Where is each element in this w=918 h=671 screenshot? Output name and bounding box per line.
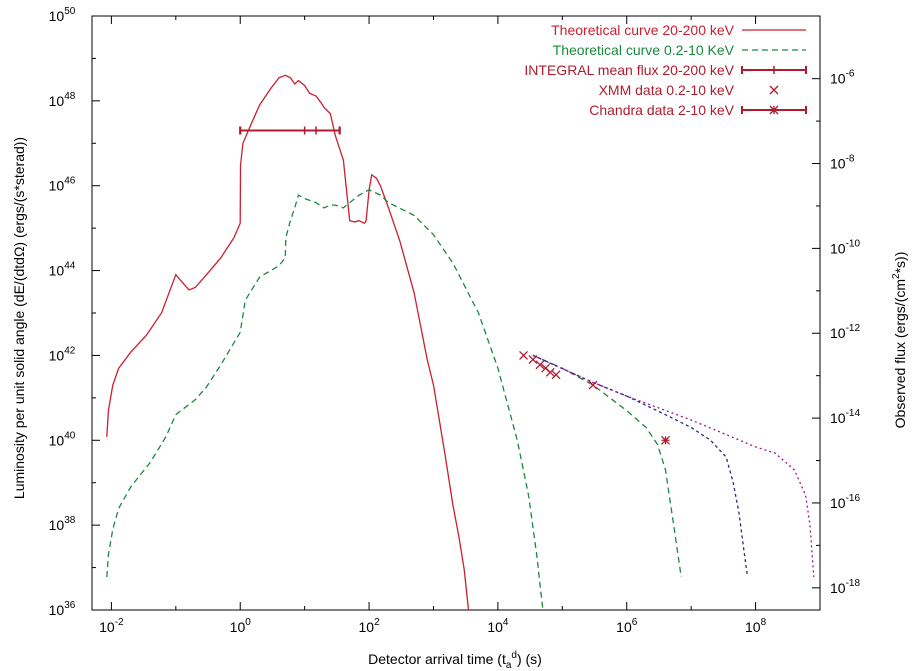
y-left-tick-label: 1048 <box>49 91 76 109</box>
y-right-tick-label: 10-18 <box>830 578 860 596</box>
y-right-tick-label: 10-6 <box>830 69 855 87</box>
data-point <box>588 380 598 390</box>
series-0 <box>106 74 470 610</box>
data-point <box>551 370 561 380</box>
data-point <box>535 360 545 370</box>
series-line <box>532 354 815 578</box>
y-right-tick-label: 10-12 <box>830 323 860 341</box>
y-left-tick-label: 1040 <box>49 430 76 448</box>
y-axis-right-label: Observed flux (ergs/(cm2*s)) <box>891 252 908 429</box>
legend-label: Theoretical curve 0.2-10 KeV <box>553 42 735 58</box>
series-2 <box>532 354 682 578</box>
series-6 <box>519 350 598 390</box>
series-3 <box>532 354 749 578</box>
y-left-tick-label: 1044 <box>49 261 76 279</box>
series-7 <box>661 435 670 445</box>
legend-swatch <box>769 85 779 95</box>
y-left-tick-label: 1050 <box>49 6 76 24</box>
series-layer <box>106 74 815 610</box>
axes-layer: 10-2 100 102 104 106 108 1036 1038 1040 1042 1044 1… <box>49 6 861 635</box>
legend-label: Theoretical curve 20-200 keV <box>551 22 735 38</box>
series-line <box>106 189 544 610</box>
legend-label: Chandra data 2-10 keV <box>589 102 734 118</box>
data-point <box>519 350 528 360</box>
legend-label: XMM data 0.2-10 keV <box>599 82 735 98</box>
y-left-tick-label: 1042 <box>49 345 76 363</box>
y-left-tick-label: 1036 <box>49 600 76 618</box>
series-line <box>106 74 470 610</box>
y-right-tick-label: 10-8 <box>830 154 855 172</box>
x-tick-label: 100 <box>230 617 252 635</box>
x-axis-label: Detector arrival time (tad) (s) <box>368 650 542 671</box>
series-line <box>532 354 749 578</box>
series-5 <box>239 126 341 135</box>
series-4 <box>532 354 815 578</box>
y-right-tick-label: 10-16 <box>830 493 860 511</box>
y-left-tick-label: 1038 <box>49 515 76 533</box>
legend-label: INTEGRAL mean flux 20-200 keV <box>524 62 734 78</box>
x-tick-label: 106 <box>616 617 638 635</box>
legend: Theoretical curve 20-200 keV Theoretical … <box>524 22 807 118</box>
series-1 <box>106 189 544 610</box>
legend-swatch-marker <box>769 105 779 115</box>
x-tick-label: 10-2 <box>99 617 124 635</box>
data-point <box>661 435 670 445</box>
x-tick-label: 108 <box>745 617 767 635</box>
x-tick-label: 102 <box>358 617 380 635</box>
y-right-tick-label: 10-10 <box>830 238 860 256</box>
x-tick-label: 104 <box>487 617 509 635</box>
y-right-tick-label: 10-14 <box>830 408 860 426</box>
y-axis-left-label: Luminosity per unit solid angle (dE/(dtd… <box>11 137 27 499</box>
data-point <box>528 355 538 364</box>
data-point <box>545 367 555 377</box>
y-left-tick-label: 1046 <box>49 176 76 194</box>
series-line <box>532 354 682 578</box>
